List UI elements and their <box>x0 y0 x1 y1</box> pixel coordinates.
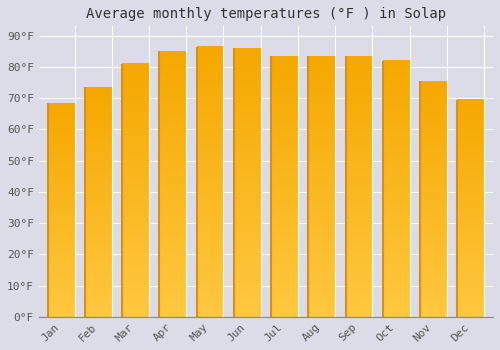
Title: Average monthly temperatures (°F ) in Solap: Average monthly temperatures (°F ) in So… <box>86 7 446 21</box>
